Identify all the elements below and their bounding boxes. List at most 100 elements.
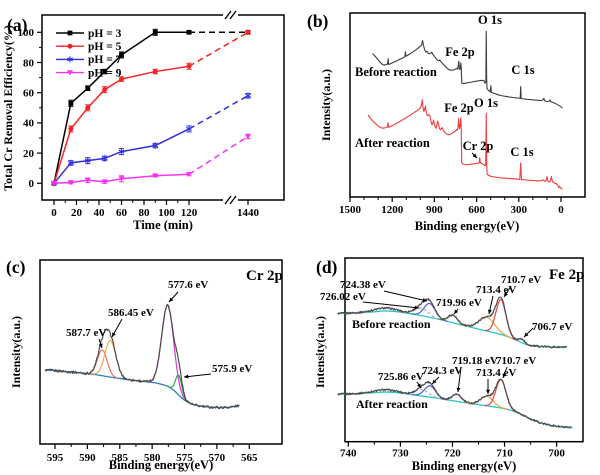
spectrum-title: Fe 2p	[549, 267, 584, 283]
data-marker	[67, 30, 73, 36]
data-marker	[186, 63, 192, 69]
y-axis-title: Intensity(a.u.)	[319, 69, 333, 141]
annotation-label: 719.96 eV	[436, 297, 482, 309]
annotation-arrowhead	[432, 379, 437, 384]
plot-frame	[39, 259, 283, 445]
annotation-label: 710.7 eV	[501, 274, 541, 286]
axis-break-mark	[229, 195, 237, 205]
series-label: After reaction	[355, 136, 430, 150]
x-tick-label: 590	[79, 452, 96, 464]
annotation-arrowhead	[169, 297, 174, 302]
annotation-arrow	[457, 366, 462, 393]
series-line-dashed	[188, 135, 249, 175]
x-tick-label: 730	[392, 448, 409, 460]
y-tick-label: 80	[23, 57, 35, 69]
x-tick-label: 60	[116, 207, 128, 219]
x-tick-label: 700	[548, 448, 565, 460]
panel-label: (a)	[7, 15, 28, 35]
x-tick-label: 740	[340, 448, 357, 460]
y-axis-title: Intensity(a.u.)	[313, 316, 327, 388]
legend-label: pH = 5	[88, 41, 122, 53]
x-tick-label: 20	[71, 207, 83, 219]
series-line-dashed	[188, 95, 249, 130]
x-tick-label: 595	[47, 452, 64, 464]
data-marker	[245, 134, 251, 140]
series-label: Before reaction	[352, 317, 431, 331]
x-tick-label: 710	[496, 448, 513, 460]
annotation-arrowhead	[524, 332, 529, 337]
data-marker	[67, 180, 74, 186]
plot-frame	[349, 12, 586, 198]
legend-label: pH = 7	[88, 54, 122, 66]
x-tick-label: 300	[511, 204, 528, 216]
data-marker	[101, 156, 108, 161]
annotation-label: 713.4 eV	[476, 367, 516, 379]
annotation-label: 724.38 eV	[340, 279, 386, 291]
data-marker	[101, 179, 108, 185]
annotation-label: 586.45 eV	[108, 307, 154, 319]
annotation-label: 706.7 eV	[532, 321, 572, 333]
x-tick-label: 575	[176, 452, 193, 464]
axis-break-mark	[229, 10, 237, 20]
data-marker	[67, 57, 73, 62]
data-marker	[245, 29, 251, 35]
panel-label: (d)	[316, 257, 338, 277]
legend-label: pH = 3	[88, 28, 122, 40]
data-marker	[118, 149, 125, 154]
spectrum-title: Cr 2p	[246, 268, 283, 284]
panel-b-xps-survey-chart: 1500 1200 900 600 300 0 Before reaction After r…	[307, 11, 586, 233]
x-axis-title: Binding energy(eV)	[109, 458, 214, 472]
x-tick-label: 80	[139, 207, 151, 219]
axis-break-mark	[224, 195, 232, 205]
annotation-label: 725.86 eV	[378, 371, 424, 383]
x-tick-label: 900	[426, 204, 443, 216]
x-tick-label: 580	[144, 452, 161, 464]
annotation-label: 719.18 eV	[452, 355, 498, 367]
x-tick-label: 40	[94, 207, 106, 219]
x-tick-label: 0	[558, 204, 564, 216]
y-tick-label: 0	[29, 178, 35, 190]
annotation-arrowhead	[504, 292, 508, 297]
series-label: Before reaction	[355, 65, 437, 79]
x-tick-label: 565	[241, 452, 258, 464]
data-marker	[85, 85, 91, 91]
x-axis-title: Binding energy(eV)	[415, 219, 520, 233]
data-marker	[186, 171, 192, 178]
x-tick-label: 600	[468, 204, 485, 216]
data-marker	[67, 160, 74, 165]
y-axis-title: Total Cr Removal Efficiency(%)	[1, 25, 15, 191]
annotation-label: 575.9 eV	[212, 363, 252, 375]
x-tick-label: 1200	[381, 204, 404, 216]
series-label: After reaction	[356, 397, 428, 411]
annotation-label: 724.3 eV	[422, 365, 462, 377]
series-line	[53, 65, 190, 184]
annotation-arrowhead	[184, 374, 189, 379]
annotation-arrow	[362, 301, 420, 309]
survey-curve	[372, 30, 563, 109]
annotation-arrowhead	[112, 332, 116, 337]
data-marker	[245, 93, 251, 98]
annotation-label: 710.7 eV	[496, 355, 536, 367]
data-marker	[68, 126, 74, 132]
envelope-curve	[337, 296, 567, 349]
data-marker	[67, 43, 73, 49]
fit-peak-curve	[466, 395, 508, 410]
x-tick-label: 585	[112, 452, 129, 464]
data-marker	[51, 180, 57, 187]
plot-frame	[41, 14, 285, 201]
y-tick-label: 60	[23, 88, 35, 100]
axis-break-mark	[224, 10, 232, 20]
data-marker	[152, 143, 159, 148]
annotation-label: Fe 2p	[444, 101, 474, 115]
envelope-curve	[44, 303, 240, 410]
data-marker	[85, 105, 91, 111]
data-marker	[152, 69, 158, 75]
annotation-arrowhead	[472, 153, 477, 158]
annotation-label: 726.02 eV	[320, 291, 366, 303]
annotation-arrowhead	[422, 298, 427, 302]
legend-label: pH = 9	[88, 67, 122, 79]
panel-label: (b)	[307, 11, 329, 31]
